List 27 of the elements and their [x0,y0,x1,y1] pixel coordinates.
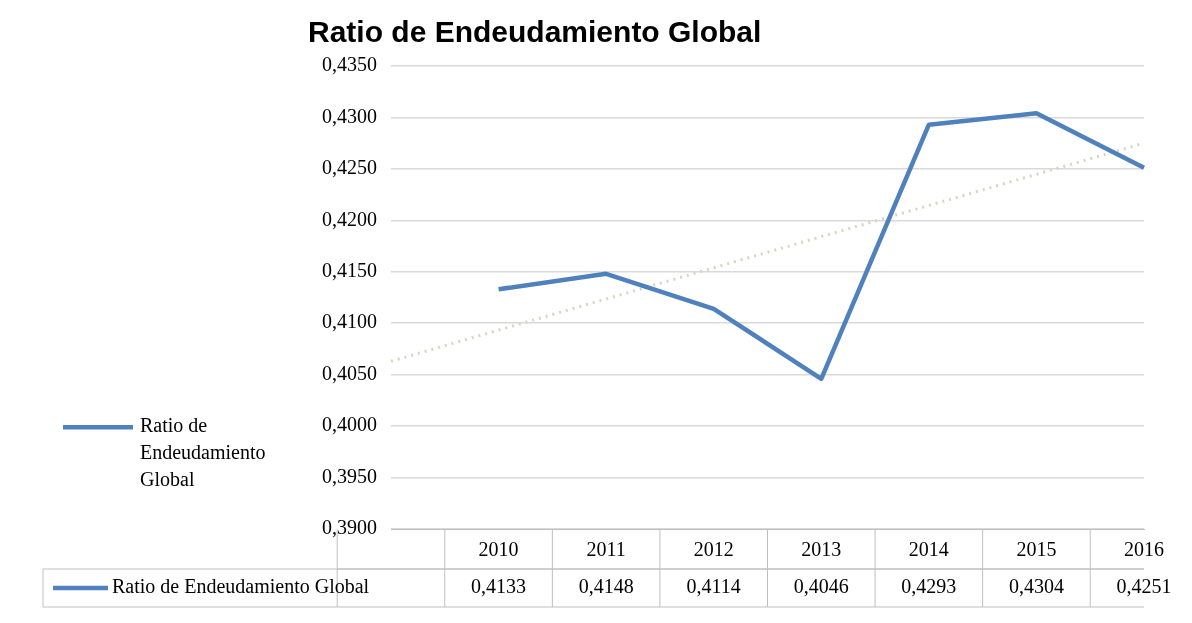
y-tick-label: 0,4350 [322,53,377,76]
data-label: 0,4304 [1008,575,1064,598]
x-tick-label: 2014 [908,538,949,561]
x-tick-label: 2012 [693,538,734,561]
y-tick-label: 0,4100 [322,310,377,333]
y-tick-label: 0,4250 [322,156,377,179]
y-tick-label: 0,4200 [322,207,377,230]
x-tick-label: 2015 [1016,538,1057,561]
chart-title: Ratio de Endeudamiento Global [308,15,762,49]
data-label: 0,4251 [1116,575,1172,598]
x-tick-label: 2016 [1124,538,1164,561]
y-tick-label: 0,3950 [322,464,377,487]
data-label: 0,4293 [901,575,957,598]
x-tick-label: 2011 [586,538,626,561]
legend-label: Ratio de Endeudamiento Global [112,575,370,598]
data-label: 0,4046 [793,575,849,598]
y-tick-label: 0,4000 [322,413,377,436]
y-tick-label: 0,3900 [322,516,377,539]
data-label: 0,4133 [471,575,527,598]
y-tick-label: 0,4150 [322,259,377,282]
y-tick-label: 0,4050 [322,361,377,384]
y-tick-label: 0,4300 [322,104,377,127]
x-tick-label: 2013 [801,538,842,561]
data-label: 0,4148 [578,575,634,598]
data-label: 0,4114 [686,575,741,598]
x-tick-label: 2010 [478,538,519,561]
text: Ratio de Endeudamiento Global [140,414,266,491]
